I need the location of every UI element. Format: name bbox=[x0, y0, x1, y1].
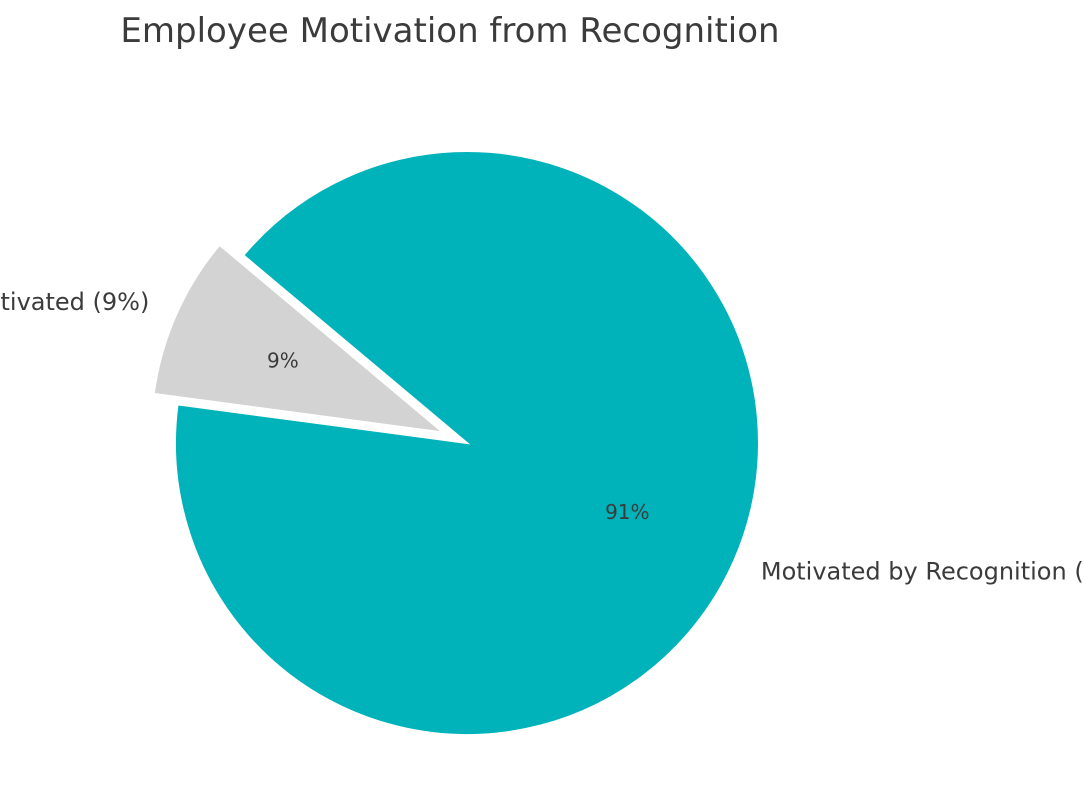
pie-slices bbox=[152, 150, 760, 736]
slice-pct-label-0: 9% bbox=[267, 348, 299, 372]
slice-category-label-1: Motivated by Recognition (91%) bbox=[761, 558, 1084, 586]
chart-title: Employee Motivation from Recognition bbox=[120, 11, 779, 51]
pie-slice-1 bbox=[174, 150, 760, 736]
pie-slice-0 bbox=[152, 243, 447, 434]
slice-category-label-0: Not Motivated (9%) bbox=[0, 288, 149, 316]
slice-pct-label-1: 91% bbox=[605, 500, 649, 524]
pie-labels: 9% Not Motivated (9%) 91% Motivated by Reco… bbox=[0, 288, 1084, 586]
